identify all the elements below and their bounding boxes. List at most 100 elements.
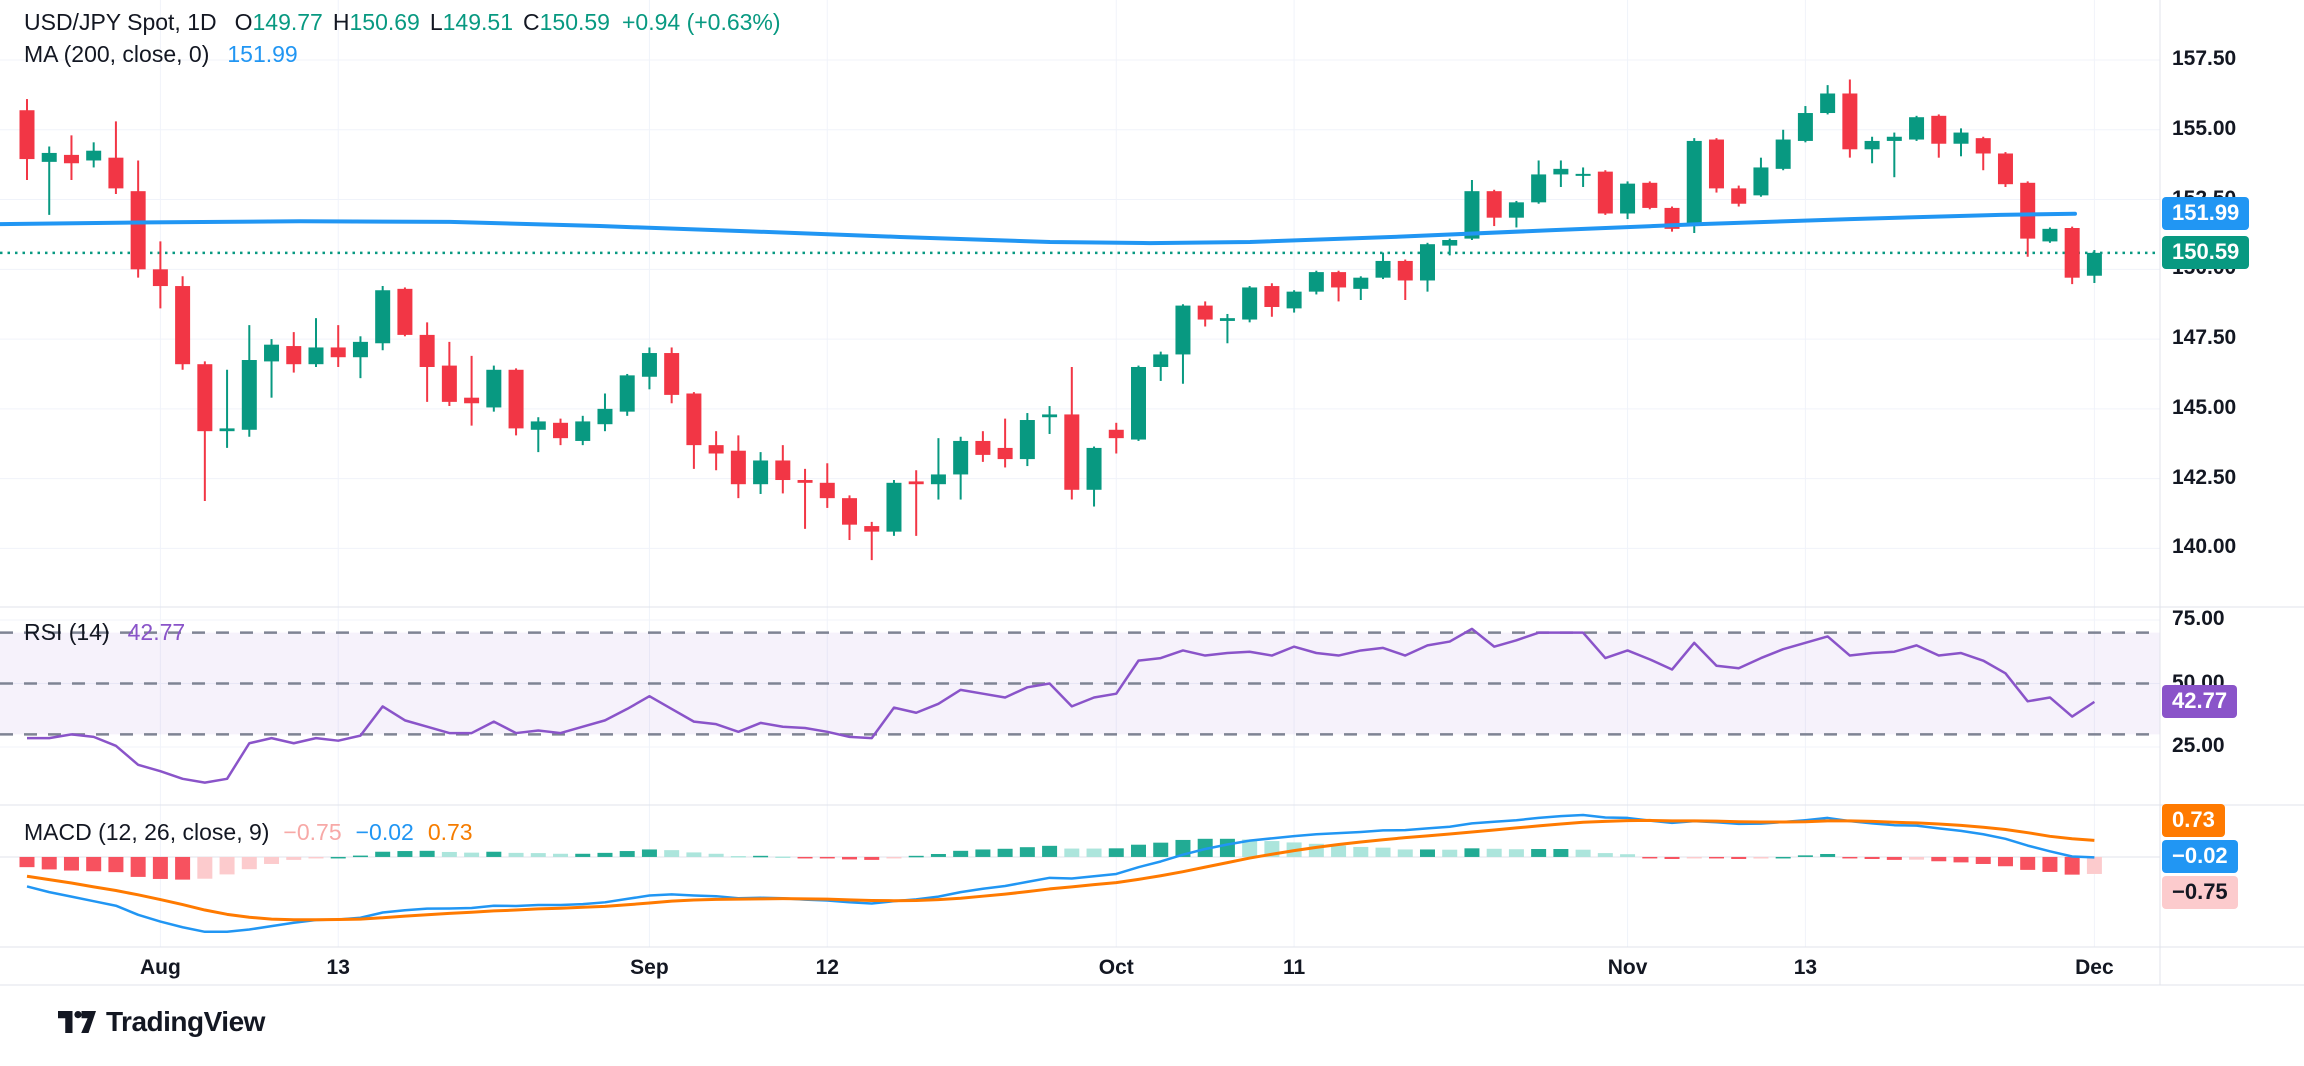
candle-body (1508, 202, 1524, 218)
macd-hist-bar (419, 850, 435, 857)
macd-hist-bar (464, 852, 480, 857)
macd-hist-bar (441, 851, 457, 857)
candle-body (286, 346, 302, 365)
macd-hist-bar (575, 853, 591, 857)
macd-hist-bar (1931, 856, 1947, 862)
macd-hist-bar (41, 856, 57, 870)
macd-hist-bar (1219, 838, 1235, 857)
candle-body (1464, 191, 1480, 239)
macd-hist-bar (1486, 848, 1502, 857)
macd-hist-bar (864, 856, 880, 860)
macd-hist-bar (1575, 849, 1591, 857)
macd-hist-bar (1108, 848, 1124, 857)
candle-body (1975, 138, 1991, 154)
macd-hist-bar (1664, 856, 1680, 859)
rsi-legend-label[interactable]: RSI (14) (24, 619, 110, 645)
tradingview-logo[interactable]: TradingView (58, 1006, 265, 1038)
macd-hist-bar (1997, 856, 2013, 867)
candle-body (41, 152, 57, 162)
candle-body (1264, 286, 1280, 307)
candle-body (1842, 93, 1858, 150)
candle-body (530, 421, 546, 430)
candle-body (1642, 182, 1658, 208)
macd-hist-bar (175, 856, 191, 880)
candle-body (708, 445, 724, 454)
open-label: O (234, 9, 253, 35)
time-tick-label: Aug (139, 956, 181, 979)
candle-body (597, 408, 613, 425)
candle-body (1153, 354, 1169, 367)
macd-hist-bar (686, 852, 702, 857)
macd-hist-bar (1864, 856, 1880, 859)
macd-hist-bar (619, 851, 635, 857)
candle-body (664, 353, 680, 395)
macd-hist-bar (1953, 856, 1969, 863)
macd-hist-bar (1731, 856, 1747, 859)
price-tick-label: 155.00 (2172, 116, 2237, 140)
price-tick-label: 142.50 (2172, 465, 2237, 489)
macd-hist-bar (2042, 856, 2058, 872)
price-tick-label: 140.00 (2172, 535, 2237, 559)
candle-body (1175, 305, 1191, 355)
macd-signal-value: 0.73 (427, 819, 473, 845)
symbol-title[interactable]: USD/JPY Spot, 1D (24, 9, 217, 35)
candle-body (441, 365, 457, 402)
candle-body (864, 526, 880, 532)
candle-body (2042, 228, 2058, 242)
time-tick-label: Oct (1098, 956, 1134, 979)
candle-body (1286, 291, 1302, 309)
candle-body (775, 460, 791, 481)
macd-hist-bar (375, 851, 391, 857)
macd-hist-bar (486, 851, 502, 857)
macd-hist-bar (1597, 853, 1613, 857)
macd-hist-bar (308, 856, 324, 859)
candle-body (1042, 414, 1058, 418)
candle-body (1620, 183, 1636, 214)
candle-body (930, 474, 946, 485)
candle-body (1219, 318, 1235, 321)
ma-legend-value: 151.99 (227, 41, 298, 67)
candle-body (1997, 153, 2013, 185)
macd-hist-bar (1242, 839, 1258, 857)
macd-hist-bar (1553, 849, 1569, 857)
candle-body (1731, 188, 1747, 204)
macd-hist-bar (1064, 848, 1080, 857)
candle-body (1531, 174, 1547, 203)
candle-body (375, 290, 391, 344)
macd-hist-bar (1797, 855, 1813, 857)
ma-legend-label[interactable]: MA (200, close, 0) (24, 41, 210, 67)
macd-hist-bar (508, 852, 524, 857)
candle-body (1597, 171, 1613, 214)
macd-hist-bar (819, 856, 835, 859)
macd-hist-bar (1131, 844, 1146, 857)
time-tick-label: Nov (1607, 956, 1648, 979)
ma-legend-row: MA (200, close, 0) 151.99 (24, 40, 298, 68)
macd-hist-bar (1353, 846, 1369, 857)
macd-legend-label[interactable]: MACD (12, 26, close, 9) (24, 819, 270, 845)
macd-hist-bar (775, 856, 791, 858)
macd-hist-bar (1042, 845, 1058, 857)
candle-body (1375, 260, 1391, 278)
macd-hist-bar (2064, 856, 2080, 875)
macd-hist-bar (219, 856, 235, 875)
candle-body (1308, 272, 1324, 292)
macd-hist-bar (397, 851, 413, 857)
macd-line-value: −0.02 (355, 819, 414, 845)
candle-body (63, 154, 79, 164)
candle-body (1019, 420, 1035, 460)
candle-body (997, 447, 1013, 460)
macd-hist-bar (753, 855, 769, 858)
macd-hist-bar (352, 855, 368, 858)
macd-hist-bar (553, 853, 569, 857)
candle-body (397, 288, 413, 335)
candle-body (330, 347, 346, 358)
macd-hist-bar (1464, 848, 1480, 857)
macd-hist-bar (842, 856, 858, 860)
macd-hist-bar (19, 856, 35, 868)
macd-hist-bar (930, 853, 946, 857)
high-label: H (332, 9, 350, 35)
time-tick-label: 13 (1793, 956, 1818, 979)
macd-hist-bar (63, 856, 79, 871)
price-axis[interactable] (2160, 0, 2304, 985)
